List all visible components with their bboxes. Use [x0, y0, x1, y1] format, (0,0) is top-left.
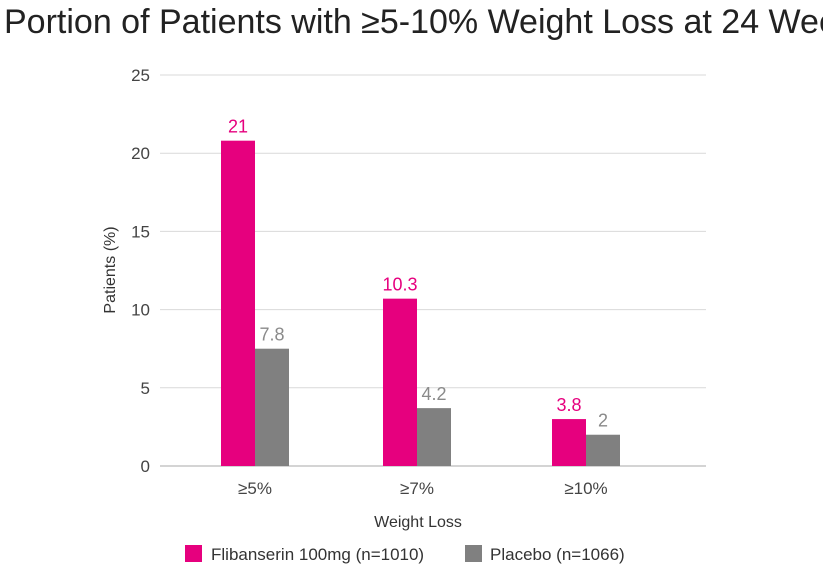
data-label: 3.8: [556, 395, 581, 415]
data-label: 7.8: [259, 325, 284, 345]
bar-flibanserin-1: [383, 298, 417, 466]
y-tick-label: 10: [131, 301, 150, 320]
legend-swatch-flibanserin: [185, 545, 202, 562]
bar-placebo-2: [586, 434, 620, 466]
legend-label-flibanserin: Flibanserin 100mg (n=1010): [211, 545, 424, 564]
data-label: 4.2: [421, 384, 446, 404]
legend: Flibanserin 100mg (n=1010) Placebo (n=10…: [185, 545, 625, 564]
x-tick-label: ≥10%: [564, 479, 607, 498]
data-label: 10.3: [382, 275, 417, 295]
legend-swatch-placebo: [465, 545, 482, 562]
data-labels: 21 7.8 10.3 4.2 3.8 2: [228, 117, 608, 431]
y-axis-ticks: 0 5 10 15 20 25: [131, 66, 150, 476]
y-axis-label: Patients (%): [102, 226, 119, 313]
legend-label-placebo: Placebo (n=1066): [490, 545, 625, 564]
y-tick-label: 0: [141, 457, 150, 476]
x-axis-label: Weight Loss: [374, 514, 462, 531]
bars: [221, 140, 620, 467]
bar-flibanserin-0: [221, 140, 255, 467]
bar-placebo-0: [255, 348, 289, 466]
x-tick-label: ≥7%: [400, 479, 434, 498]
bar-placebo-1: [417, 408, 451, 466]
y-tick-label: 25: [131, 66, 150, 85]
data-label: 21: [228, 117, 248, 137]
x-tick-label: ≥5%: [238, 479, 272, 498]
bar-flibanserin-2: [552, 419, 586, 466]
chart-title: Portion of Patients with ≥5-10% Weight L…: [4, 3, 823, 41]
y-tick-label: 20: [131, 144, 150, 163]
data-label: 2: [598, 411, 608, 431]
y-tick-label: 15: [131, 222, 150, 241]
x-axis-ticks: ≥5% ≥7% ≥10%: [238, 479, 608, 498]
y-tick-label: 5: [141, 379, 150, 398]
